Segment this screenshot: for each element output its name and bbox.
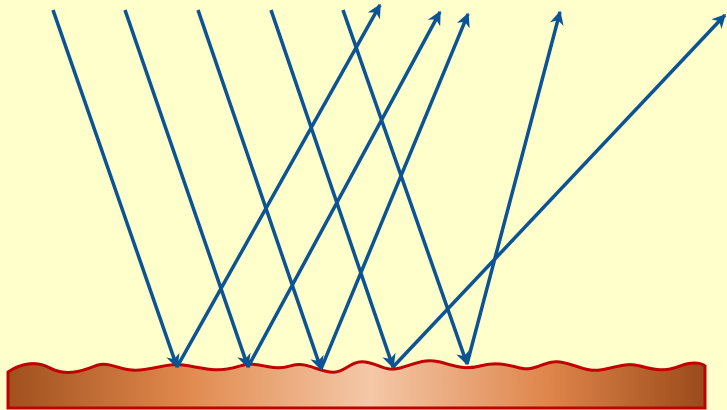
page: (() => { const data = JSON.parse(documen…	[0, 0, 727, 410]
background	[0, 0, 727, 410]
reflection-diagram	[0, 0, 727, 410]
